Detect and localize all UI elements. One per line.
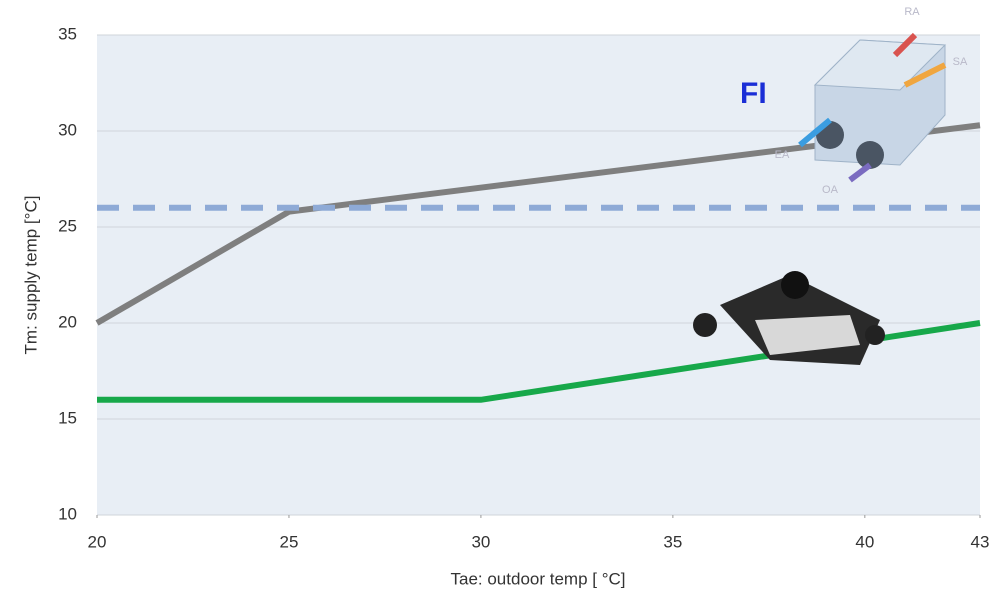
y-tick-label: 35 bbox=[58, 24, 77, 43]
y-axis-label: Tm: supply temp [°C] bbox=[21, 196, 40, 355]
diagram-label: SA bbox=[953, 56, 968, 68]
diagram-label: RA bbox=[904, 6, 920, 18]
diagram-label: EA bbox=[775, 149, 790, 161]
annotation-label: FI bbox=[740, 77, 767, 110]
y-tick-label: 15 bbox=[58, 408, 77, 427]
x-tick-label: 30 bbox=[471, 532, 490, 551]
x-axis-label: Tae: outdoor temp [ °C] bbox=[451, 569, 626, 588]
y-tick-label: 10 bbox=[58, 504, 77, 523]
x-tick-label: 40 bbox=[855, 532, 874, 551]
chart: RA SA EA OA FI Tm: supply temp [°C] Tae:… bbox=[0, 0, 1001, 596]
y-tick-label: 20 bbox=[58, 312, 77, 331]
y-tick-label: 30 bbox=[58, 120, 77, 139]
x-tick-label: 43 bbox=[971, 532, 990, 551]
diagram-label: OA bbox=[822, 184, 839, 196]
y-tick-label: 25 bbox=[58, 216, 77, 235]
x-tick-label: 20 bbox=[88, 532, 107, 551]
x-tick-label: 35 bbox=[663, 532, 682, 551]
x-tick-label: 25 bbox=[279, 532, 298, 551]
